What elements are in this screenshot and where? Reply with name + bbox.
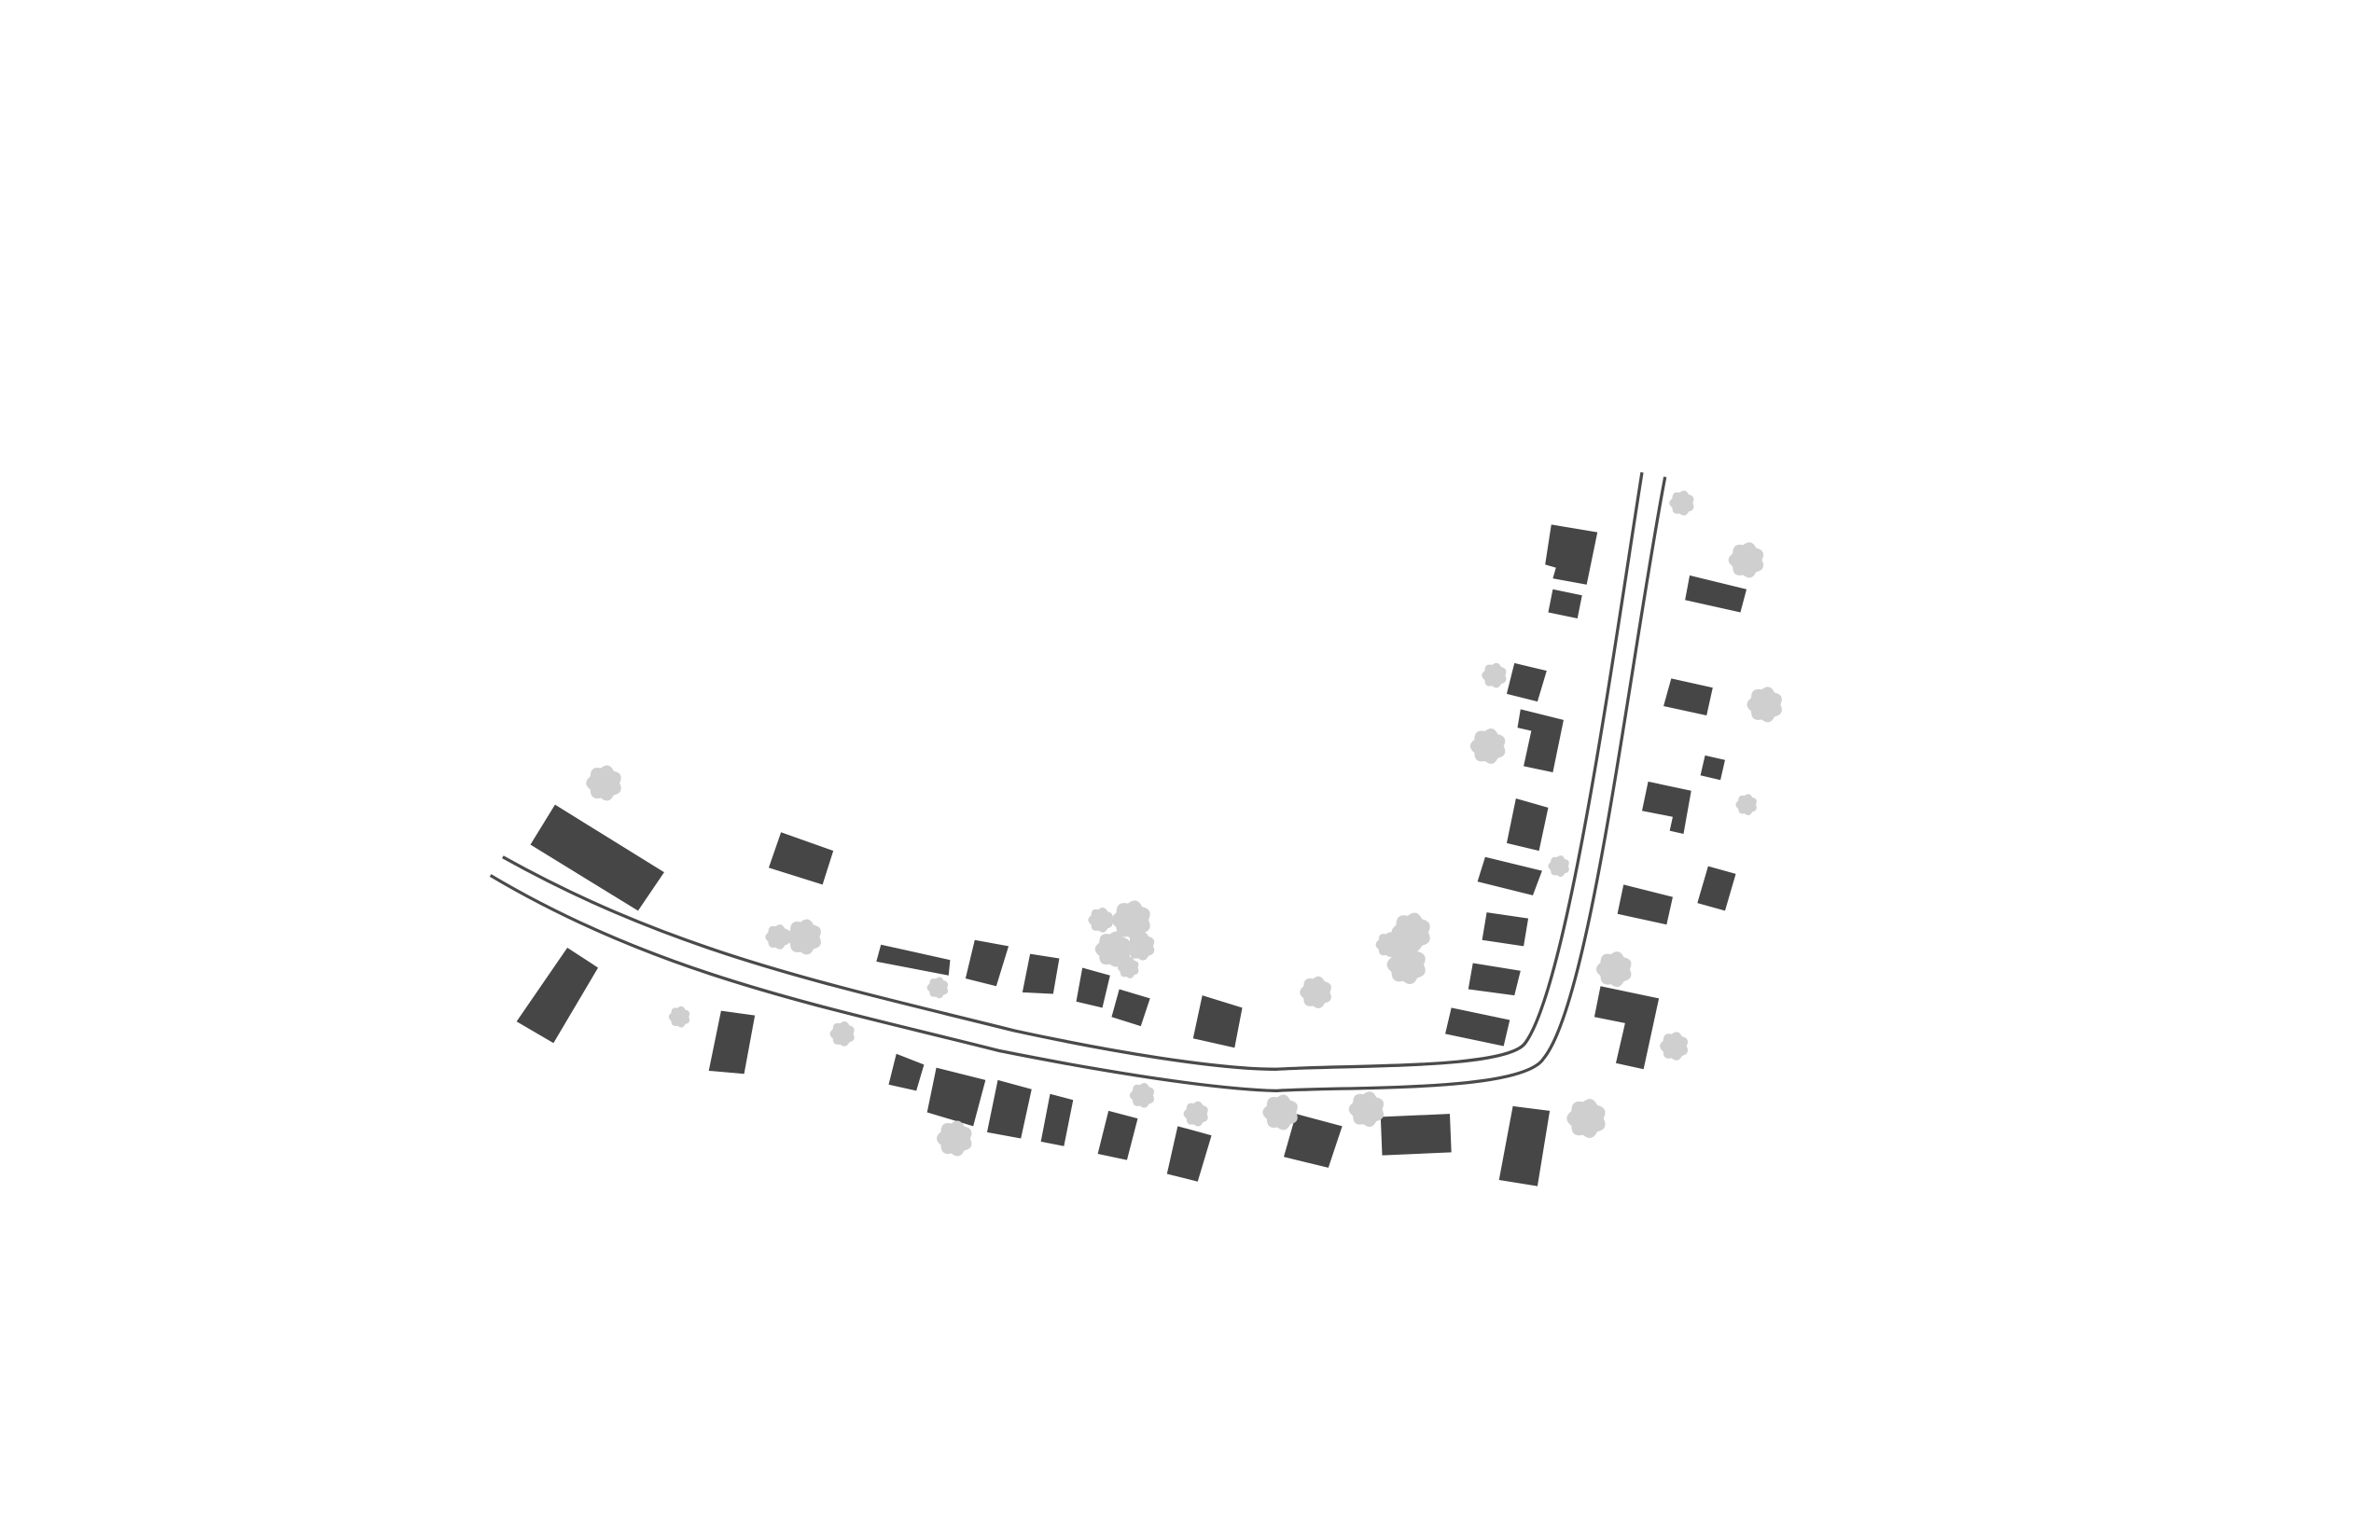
building <box>1111 989 1150 1027</box>
buildings <box>516 524 1747 1186</box>
tree-canopy <box>1088 907 1113 933</box>
building <box>1482 912 1529 947</box>
building <box>1380 1114 1452 1156</box>
tree-canopy <box>586 765 621 801</box>
tree-canopy <box>1126 932 1155 961</box>
building <box>1594 986 1660 1070</box>
tree-canopy <box>786 919 821 955</box>
building <box>1506 662 1547 702</box>
building <box>1498 1105 1551 1186</box>
building <box>1022 953 1060 994</box>
building <box>965 939 1009 987</box>
building <box>1192 995 1243 1048</box>
tree-canopy <box>1348 1091 1385 1128</box>
tree-canopy <box>937 1120 972 1157</box>
road-edge-south <box>489 476 1667 1093</box>
building <box>1700 755 1725 781</box>
tree-canopy <box>1111 900 1150 940</box>
tree-canopy <box>1660 1032 1689 1061</box>
tree-canopy <box>829 1021 855 1047</box>
tree-canopy <box>1548 855 1569 878</box>
tree-canopy <box>668 1006 690 1028</box>
tree-canopy <box>1595 951 1632 988</box>
building <box>1284 1114 1343 1168</box>
building <box>516 948 599 1044</box>
building <box>926 1067 986 1127</box>
tree-canopy <box>1469 728 1506 764</box>
building <box>1076 967 1110 1008</box>
building <box>1641 781 1691 834</box>
tree-canopy <box>1669 491 1694 516</box>
building <box>1166 1126 1212 1182</box>
building <box>986 1079 1032 1139</box>
building <box>1663 678 1713 715</box>
building <box>1697 866 1736 911</box>
tree-canopy <box>1566 1099 1606 1139</box>
main-road <box>489 472 1667 1093</box>
building <box>768 832 834 885</box>
building <box>1685 575 1747 613</box>
building <box>888 1053 925 1091</box>
building <box>1445 1007 1510 1047</box>
building <box>708 1010 756 1075</box>
building <box>1097 1110 1138 1160</box>
tree-canopy <box>1183 1101 1208 1127</box>
building <box>1040 1093 1074 1146</box>
building <box>1477 856 1542 895</box>
tree-canopy <box>1386 945 1426 985</box>
tree-canopy <box>1735 794 1757 816</box>
tree-canopy <box>1391 912 1430 952</box>
building <box>1468 963 1521 996</box>
building <box>1517 709 1564 772</box>
building <box>1506 798 1549 852</box>
tree-canopy <box>765 924 790 950</box>
tree-canopy <box>1728 542 1764 578</box>
tree-canopy <box>1117 957 1139 978</box>
tree-canopy <box>1094 931 1131 967</box>
building <box>1617 884 1673 925</box>
tree-canopy <box>1747 687 1782 723</box>
tree-canopy <box>1262 1094 1298 1131</box>
building <box>1548 589 1582 619</box>
building <box>1545 524 1598 585</box>
tree-canopy <box>926 977 949 999</box>
building <box>530 804 664 911</box>
tree-canopy <box>1300 976 1331 1008</box>
tree-canopy <box>1129 1083 1155 1108</box>
building <box>876 944 951 976</box>
road-edge-north <box>502 472 1644 1071</box>
trees <box>586 491 1782 1157</box>
tree-canopy <box>1482 662 1507 688</box>
